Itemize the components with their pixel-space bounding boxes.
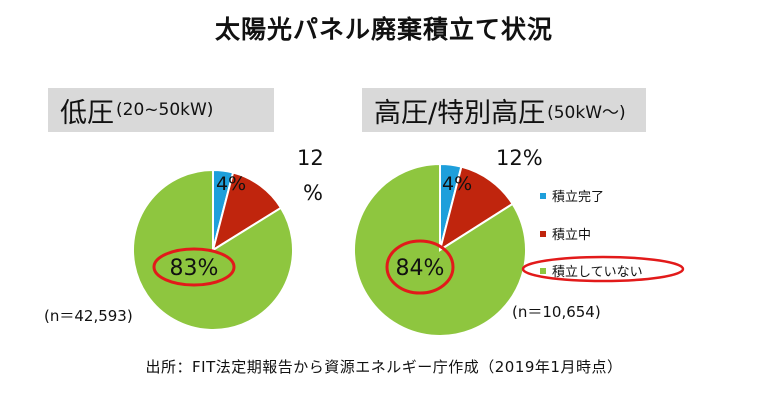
legend-label: 積立中 — [552, 228, 592, 243]
data-label-completed: 4% — [442, 173, 472, 195]
data-label-in-progress: 12 — [297, 146, 324, 170]
legend-swatch — [540, 230, 546, 237]
data-label-not: 84% — [396, 256, 445, 281]
highlight-ellipse — [152, 247, 236, 287]
legend-highlight-ellipse — [521, 255, 685, 283]
legend-item-in-progress: 積立中 — [540, 224, 591, 243]
data-label-not: 83% — [170, 256, 219, 281]
legend-item-completed: 積立完了 — [540, 186, 604, 205]
panel-label-low-voltage: 低圧 (20~50kW) — [48, 88, 274, 132]
panel-label-high-voltage: 高圧/特別高圧 (50kW～) — [362, 88, 646, 132]
data-label-in-progress-unit: % — [303, 181, 323, 205]
chart-title: 太陽光パネル廃棄積立て状況 — [214, 15, 553, 44]
legend-label: 積立していない — [552, 265, 643, 280]
legend-label: 積立完了 — [552, 190, 605, 205]
legend-swatch — [540, 267, 546, 274]
legend-swatch — [540, 192, 546, 199]
highlight-ellipse — [385, 239, 455, 295]
pie-slice-in-progress — [438, 165, 514, 253]
pie-slice-in-progress — [211, 171, 283, 253]
panel-label-sub: (20~50kW) — [116, 100, 214, 120]
sample-size-low-voltage: (n＝42,593) — [44, 307, 133, 325]
sample-size-high-voltage: (n＝10,654) — [512, 303, 601, 321]
legend-item-not: 積立していない — [540, 261, 643, 280]
pie-chart-high-voltage — [353, 162, 527, 337]
data-label-completed: 4% — [216, 173, 246, 195]
panel-label-sub: (50kW～) — [547, 102, 626, 123]
data-label-in-progress: 12% — [496, 146, 543, 170]
source-note: 出所：FIT法定期報告から資源エネルギー庁作成（2019年1月時点） — [145, 358, 623, 376]
panel-label-main: 低圧 — [60, 97, 114, 129]
panel-label-main: 高圧/特別高圧 — [374, 97, 546, 129]
